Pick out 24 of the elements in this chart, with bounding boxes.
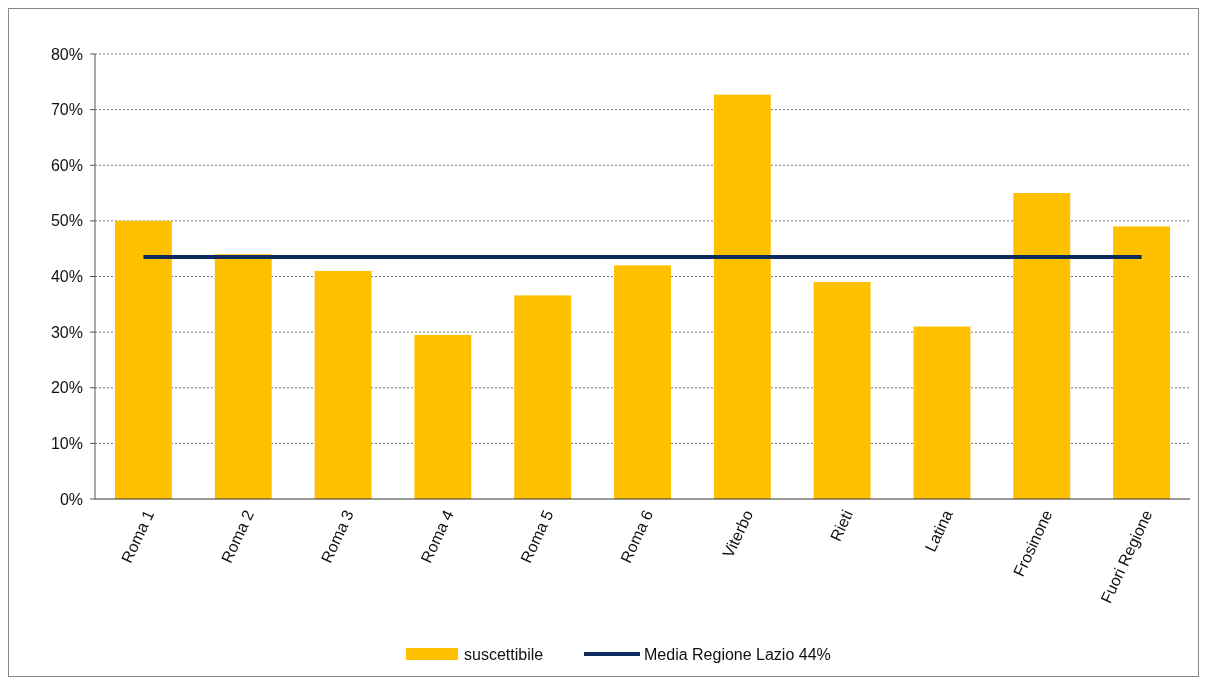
bar [1013, 193, 1071, 499]
x-tick-label: Rieti [826, 507, 856, 544]
legend-label: Media Regione Lazio 44% [644, 645, 831, 663]
y-tick-label: 0% [59, 490, 83, 508]
bar [713, 94, 771, 499]
y-tick-label: 10% [50, 434, 83, 452]
bar [314, 270, 372, 499]
y-tick-label: 30% [50, 323, 83, 341]
x-tick-label: Roma 4 [417, 507, 457, 566]
bar [514, 295, 572, 499]
legend-label: suscettibile [464, 645, 544, 663]
bar [913, 326, 971, 499]
y-tick-label: 80% [50, 45, 83, 63]
bar [1113, 226, 1171, 499]
bar [414, 334, 472, 499]
bar [214, 254, 272, 499]
y-tick-label: 20% [50, 379, 83, 397]
y-tick-label: 40% [50, 268, 83, 286]
y-tick-label: 70% [50, 101, 83, 119]
bar [614, 265, 671, 499]
y-tick-label: 50% [50, 212, 83, 230]
y-tick-label: 60% [50, 156, 83, 174]
bar [813, 282, 871, 499]
bar [114, 220, 172, 499]
